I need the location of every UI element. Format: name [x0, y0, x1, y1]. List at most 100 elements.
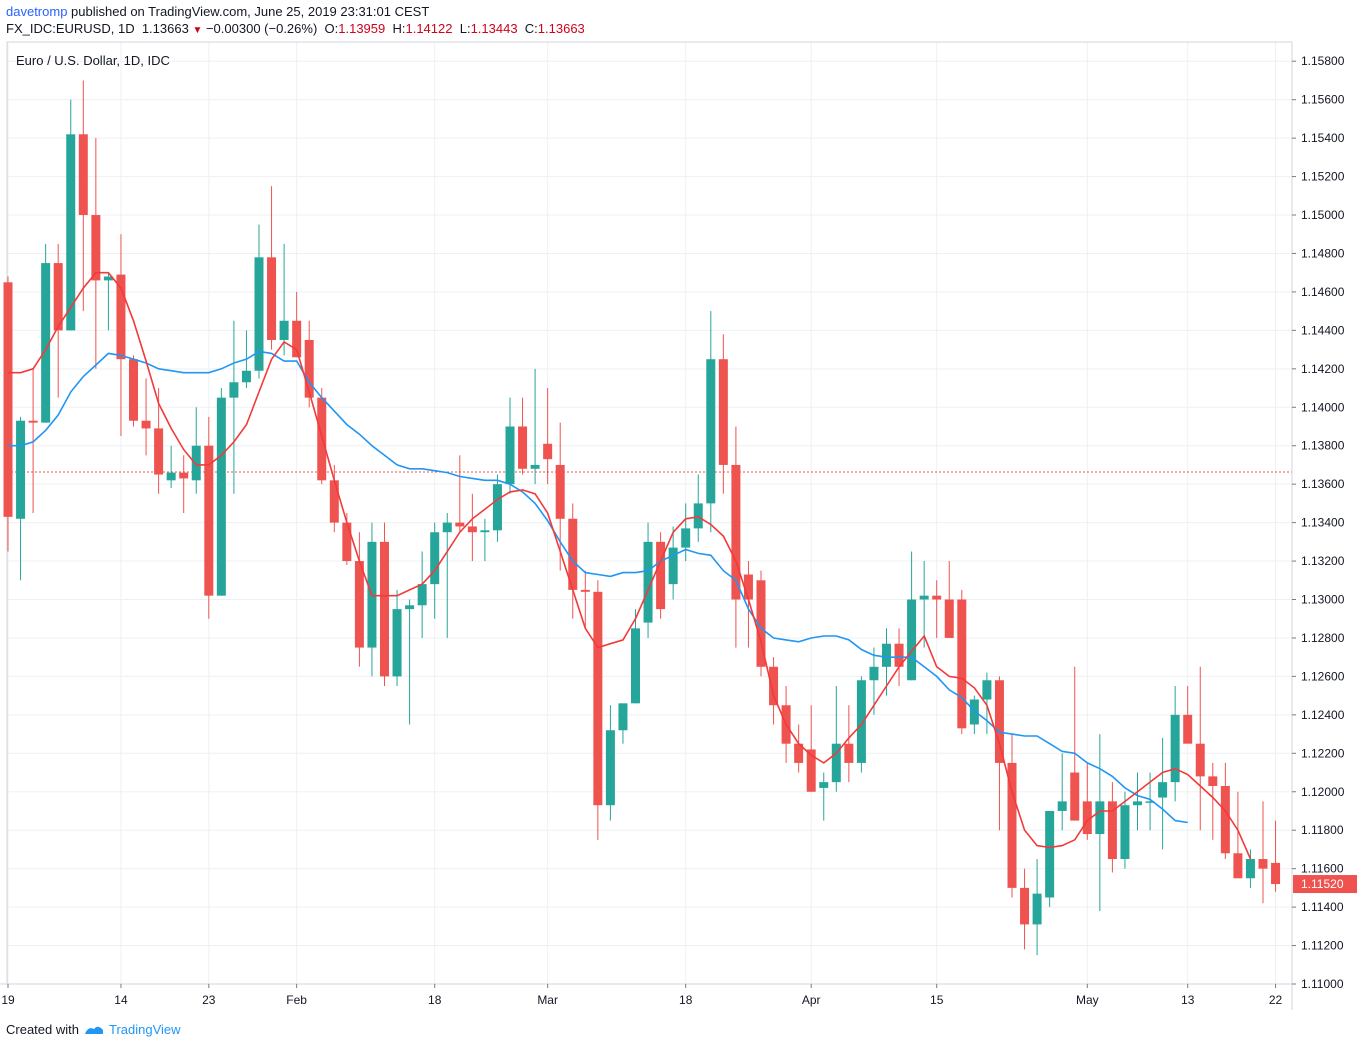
candle-body: [141, 420, 151, 429]
y-tick-label: 1.11800: [1301, 823, 1344, 837]
candle: [631, 609, 640, 704]
low-value: 1.13443: [470, 21, 518, 36]
candle-body: [530, 464, 540, 469]
candle-body: [1170, 714, 1180, 783]
candle-body: [944, 599, 954, 638]
x-tick-label: 18: [679, 993, 693, 1007]
candle: [1271, 820, 1281, 892]
candle-body: [317, 397, 327, 481]
x-tick-label: Apr: [802, 993, 821, 1007]
x-tick-label: Feb: [286, 993, 307, 1007]
candle-body: [869, 666, 879, 681]
candle: [706, 311, 716, 533]
ohlc-legend: FX_IDC:EURUSD, 1D 1.13663 ▼ −0.00300 (−0…: [6, 21, 585, 36]
author-link[interactable]: davetromp: [6, 4, 68, 19]
candle: [1133, 772, 1142, 831]
candle: [1120, 791, 1130, 869]
x-tick-label: 15: [930, 993, 944, 1007]
high-value: 1.14122: [405, 21, 453, 36]
candle-body: [1145, 801, 1155, 803]
candle-body: [593, 591, 603, 806]
candle: [1170, 686, 1180, 802]
candle: [129, 355, 138, 427]
y-tick-label: 1.15200: [1301, 170, 1345, 184]
candle: [656, 532, 666, 619]
published-text: published on TradingView.com, June 25, 2…: [71, 4, 430, 19]
candle-body: [831, 743, 841, 783]
open-label: O:: [324, 21, 339, 36]
x-tick-label: 19: [1, 993, 15, 1007]
candle-body: [28, 420, 38, 423]
candle-body: [254, 257, 264, 371]
candle: [16, 416, 26, 581]
candle: [743, 561, 753, 648]
price-change: −0.00300 (−0.26%): [205, 21, 318, 36]
candle: [756, 570, 766, 677]
price-axis[interactable]: 1.15800 1.15600 1.15400 1.15200 1.15000 1.148…: [1292, 54, 1345, 991]
candle: [882, 628, 891, 696]
y-tick-label: 1.14200: [1301, 362, 1345, 376]
candle-body: [116, 274, 126, 360]
candle-body: [1070, 772, 1080, 821]
candle-body: [743, 574, 753, 600]
x-tick-label: 22: [1269, 993, 1283, 1007]
candle: [53, 243, 63, 398]
candle-body: [279, 320, 289, 340]
candle: [580, 570, 590, 629]
candle-body: [191, 445, 201, 481]
candle: [380, 522, 389, 687]
candle-body: [492, 484, 502, 531]
candle-body: [354, 561, 364, 648]
y-tick-label: 1.15400: [1301, 131, 1345, 145]
candle-body: [129, 359, 138, 421]
candle-body: [405, 605, 415, 610]
close-value: 1.13663: [537, 21, 585, 36]
candle: [530, 368, 540, 485]
candle: [731, 426, 741, 648]
candle: [1245, 849, 1255, 888]
candle-body: [455, 522, 465, 527]
candle-body: [1208, 776, 1218, 786]
candle: [204, 416, 214, 619]
candle: [1020, 868, 1030, 950]
candle: [91, 138, 101, 369]
y-tick-label: 1.13800: [1301, 439, 1345, 453]
candle: [1007, 734, 1017, 898]
candle-body: [292, 320, 302, 358]
candle: [417, 551, 427, 638]
candle: [869, 647, 879, 715]
candle: [254, 224, 264, 379]
candle: [442, 513, 452, 638]
candle: [794, 724, 804, 773]
candle-body: [1082, 801, 1092, 835]
candle: [1195, 666, 1205, 831]
candle-body: [103, 276, 113, 281]
y-tick-label: 1.14600: [1301, 285, 1345, 299]
y-tick-label: 1.15600: [1301, 93, 1345, 107]
y-tick-label: 1.15000: [1301, 208, 1345, 222]
plot-frame: [6, 41, 1293, 985]
candle-body: [1271, 862, 1281, 885]
y-tick-label: 1.12600: [1301, 669, 1345, 683]
moving-averages: [8, 271, 1252, 860]
candle-body: [3, 282, 13, 517]
y-tick-label: 1.13000: [1301, 593, 1345, 607]
candle: [819, 772, 829, 821]
candle-body: [91, 215, 101, 281]
candle: [982, 672, 992, 735]
y-tick-label: 1.11000: [1301, 977, 1344, 991]
time-axis[interactable]: 19 14 23 Feb 18 Mar 18 Apr 15 May 13 22: [1, 984, 1283, 1007]
candle: [593, 580, 603, 840]
candle-body: [442, 522, 452, 533]
candle: [141, 378, 151, 456]
candle-body: [342, 522, 352, 562]
candle: [919, 561, 929, 648]
candle-body: [756, 580, 766, 667]
candle-body: [656, 541, 666, 610]
candle: [806, 705, 816, 792]
candle: [229, 320, 239, 494]
candle-body: [894, 643, 904, 667]
tradingview-link[interactable]: TradingView: [108, 1022, 181, 1037]
candle: [718, 334, 728, 494]
